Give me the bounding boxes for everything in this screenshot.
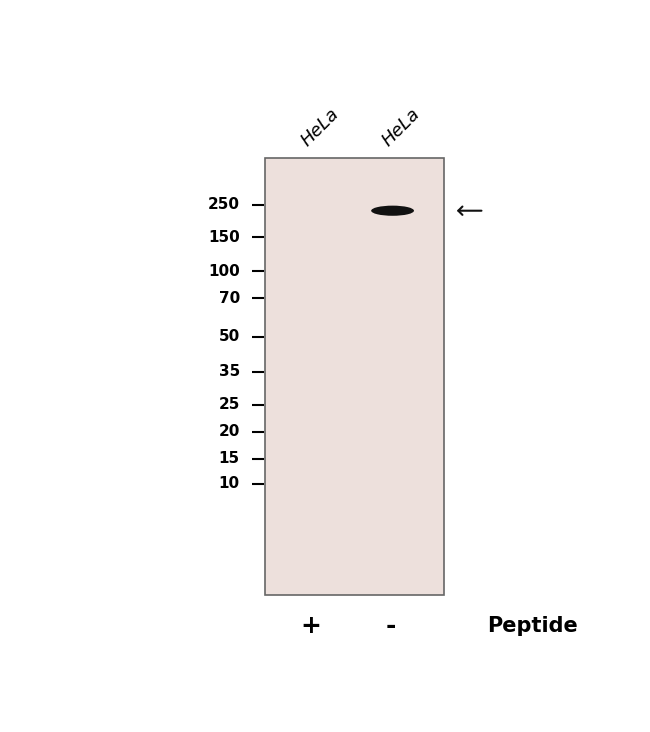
Text: 15: 15 xyxy=(219,451,240,466)
Text: 250: 250 xyxy=(208,197,240,212)
Text: 50: 50 xyxy=(218,329,240,345)
Text: HeLa: HeLa xyxy=(298,105,343,150)
Text: -: - xyxy=(386,614,396,638)
Text: 20: 20 xyxy=(218,424,240,439)
Text: HeLa: HeLa xyxy=(378,105,423,150)
Text: 100: 100 xyxy=(208,264,240,278)
Text: +: + xyxy=(300,614,321,638)
Text: 150: 150 xyxy=(208,230,240,244)
Text: 35: 35 xyxy=(218,365,240,379)
Ellipse shape xyxy=(371,206,414,216)
Bar xyxy=(265,158,444,595)
Text: 10: 10 xyxy=(219,476,240,491)
Text: 25: 25 xyxy=(218,397,240,412)
Text: Peptide: Peptide xyxy=(487,616,577,636)
Text: 70: 70 xyxy=(218,291,240,305)
